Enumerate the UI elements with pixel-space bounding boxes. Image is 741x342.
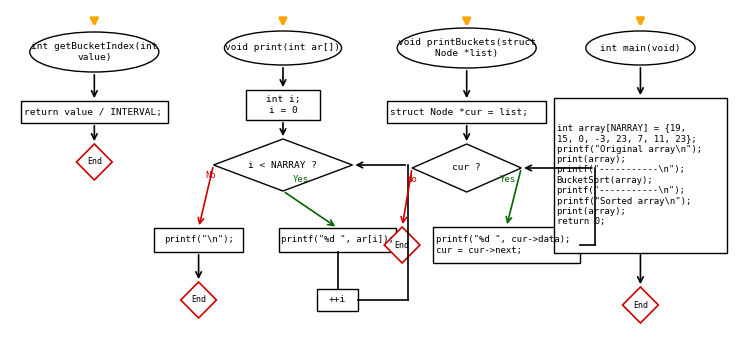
Ellipse shape [586, 31, 695, 65]
Text: End: End [87, 158, 102, 167]
Ellipse shape [397, 28, 536, 68]
Text: printf("\n");: printf("\n"); [164, 236, 233, 245]
Polygon shape [385, 227, 420, 263]
Bar [433, 227, 580, 263]
Polygon shape [622, 287, 658, 323]
Bar [554, 97, 728, 252]
Text: printf("%d ", ar[i]);: printf("%d ", ar[i]); [281, 236, 394, 245]
Text: struct Node *cur = list;: struct Node *cur = list; [391, 107, 528, 117]
Text: void print(int ar[]): void print(int ar[]) [225, 43, 340, 53]
Bar [246, 90, 320, 120]
Ellipse shape [30, 32, 159, 72]
Bar [279, 228, 396, 252]
Text: End: End [395, 240, 410, 250]
Text: No: No [205, 171, 216, 180]
Text: int getBucketIndex(int
value): int getBucketIndex(int value) [31, 42, 158, 62]
Ellipse shape [225, 31, 342, 65]
Text: void printBuckets(struct
Node *list): void printBuckets(struct Node *list) [398, 38, 536, 58]
Text: i < NARRAY ?: i < NARRAY ? [248, 160, 317, 170]
Text: int array[NARRAY] = {19,
15, 0, -3, 23, 7, 11, 23};
printf("Original array\n");
: int array[NARRAY] = {19, 15, 0, -3, 23, … [556, 124, 702, 226]
Text: No: No [407, 175, 417, 184]
Polygon shape [76, 144, 112, 180]
Bar [21, 101, 167, 123]
Text: printf("%d ", cur->data);
cur = cur->next;: printf("%d ", cur->data); cur = cur->nex… [436, 235, 571, 255]
Text: Yes: Yes [293, 174, 309, 184]
Text: ++i: ++i [329, 295, 346, 304]
Text: cur ?: cur ? [452, 163, 481, 172]
Text: Yes: Yes [500, 175, 516, 184]
Text: End: End [191, 295, 206, 304]
Bar [154, 228, 243, 252]
Bar [316, 289, 359, 311]
Text: int main(void): int main(void) [600, 43, 681, 53]
Text: return value / INTERVAL;: return value / INTERVAL; [24, 107, 162, 117]
Polygon shape [412, 144, 521, 192]
Text: int i;
i = 0: int i; i = 0 [266, 95, 300, 115]
Bar [388, 101, 546, 123]
Text: End: End [633, 301, 648, 310]
Polygon shape [213, 139, 353, 191]
Polygon shape [181, 282, 216, 318]
